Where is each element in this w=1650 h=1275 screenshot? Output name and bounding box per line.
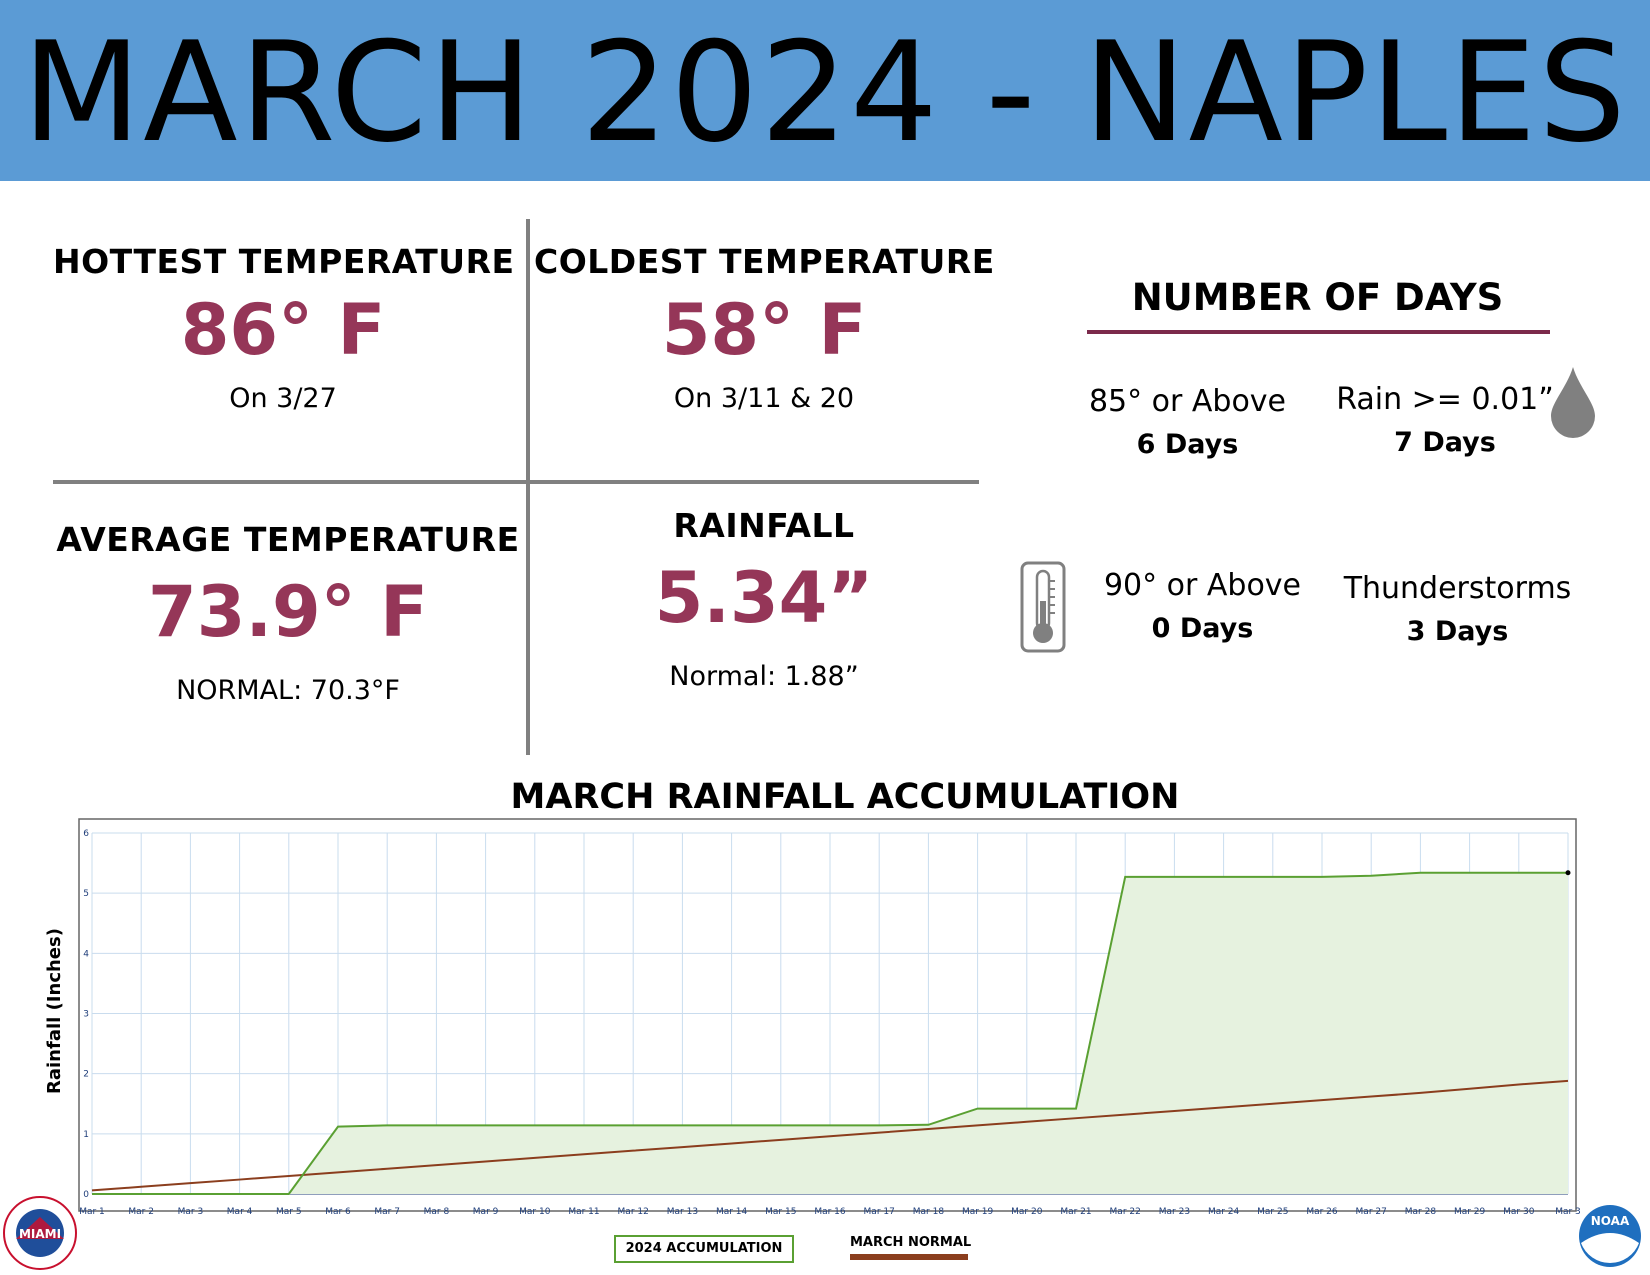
legend-march-normal: MARCH NORMAL bbox=[850, 1234, 972, 1260]
days-rain-value: 7 Days bbox=[1394, 427, 1496, 458]
x-tick-label: Mar 3 bbox=[178, 1207, 204, 1217]
y-tick-label: 6 bbox=[83, 829, 89, 839]
title-banner: MARCH 2024 - NAPLES bbox=[0, 0, 1650, 181]
y-tick-label: 4 bbox=[83, 949, 89, 959]
hottest-block: HOTTEST TEMPERATURE 86° F On 3/27 bbox=[53, 242, 515, 416]
x-tick-label: Mar 26 bbox=[1306, 1207, 1338, 1217]
days-item-85: 85° or Above 6 Days bbox=[1060, 384, 1315, 462]
legend-2024-label: 2024 ACCUMULATION bbox=[625, 1241, 783, 1256]
page-title: MARCH 2024 - NAPLES bbox=[22, 12, 1628, 173]
x-tick-label: Mar 10 bbox=[519, 1207, 551, 1217]
x-tick-label: Mar 30 bbox=[1503, 1207, 1535, 1217]
x-tick-label: Mar 9 bbox=[473, 1207, 499, 1217]
legend-normal-label: MARCH NORMAL bbox=[850, 1235, 972, 1250]
average-value: 73.9° F bbox=[148, 571, 428, 653]
coldest-value: 58° F bbox=[661, 289, 867, 371]
rainfall-label: RAINFALL bbox=[673, 506, 855, 545]
noaa-logo: NOAA bbox=[1579, 1205, 1641, 1267]
accumulation-area bbox=[92, 872, 1568, 1194]
average-label: AVERAGE TEMPERATURE bbox=[56, 520, 520, 559]
coldest-block: COLDEST TEMPERATURE 58° F On 3/11 & 20 bbox=[534, 242, 994, 416]
x-tick-label: Mar 17 bbox=[864, 1207, 895, 1217]
days-title-underline bbox=[1087, 330, 1550, 334]
rainfall-value: 5.34” bbox=[654, 557, 874, 639]
days-90-label: 90° or Above bbox=[1103, 568, 1302, 603]
thermometer-icon bbox=[1020, 561, 1066, 653]
days-title: NUMBER OF DAYS bbox=[1131, 276, 1504, 319]
x-tick-label: Mar 15 bbox=[765, 1207, 796, 1217]
y-tick-label: 1 bbox=[83, 1130, 89, 1140]
x-tick-label: Mar 28 bbox=[1405, 1207, 1437, 1217]
rainfall-block: RAINFALL 5.34” Normal: 1.88” bbox=[534, 506, 994, 694]
accumulation-end-point bbox=[1565, 870, 1571, 876]
days-thunder-value: 3 Days bbox=[1406, 616, 1509, 647]
noaa-logo-text: NOAA bbox=[1591, 1214, 1630, 1228]
accumulation-line bbox=[92, 871, 1568, 1195]
x-tick-label: Mar 7 bbox=[374, 1207, 400, 1217]
days-thunder-label: Thunderstorms bbox=[1343, 571, 1572, 606]
stats-horizontal-divider bbox=[53, 480, 979, 484]
days-90-value: 0 Days bbox=[1151, 613, 1254, 644]
chart-title: MARCH RAINFALL ACCUMULATION bbox=[510, 777, 1180, 817]
x-tick-label: Mar 18 bbox=[913, 1207, 945, 1217]
days-item-90: 90° or Above 0 Days bbox=[1075, 568, 1330, 646]
x-tick-label: Mar 22 bbox=[1110, 1207, 1141, 1217]
x-tick-label: Mar 19 bbox=[962, 1207, 994, 1217]
x-tick-label: Mar 24 bbox=[1208, 1207, 1240, 1217]
hottest-date: On 3/27 bbox=[229, 383, 337, 414]
x-tick-label: Mar 8 bbox=[424, 1207, 450, 1217]
y-tick-label: 3 bbox=[83, 1010, 89, 1020]
coldest-label: COLDEST TEMPERATURE bbox=[534, 242, 995, 281]
x-tick-label: Mar 3 bbox=[1555, 1207, 1581, 1217]
days-85-label: 85° or Above bbox=[1088, 384, 1287, 419]
hottest-value: 86° F bbox=[180, 289, 386, 371]
x-tick-label: Mar 20 bbox=[1011, 1207, 1043, 1217]
x-tick-label: Mar 12 bbox=[618, 1207, 649, 1217]
stats-vertical-divider bbox=[526, 219, 530, 755]
x-tick-label: Mar 23 bbox=[1159, 1207, 1190, 1217]
days-rain-label: Rain >= 0.01” bbox=[1336, 382, 1554, 417]
x-tick-label: Mar 21 bbox=[1060, 1207, 1091, 1217]
hottest-label: HOTTEST TEMPERATURE bbox=[53, 242, 515, 281]
nws-logo: MIAMI bbox=[3, 1196, 77, 1270]
x-tick-label: Mar 11 bbox=[568, 1207, 599, 1217]
y-tick-label: 0 bbox=[83, 1190, 89, 1200]
legend-normal-swatch bbox=[850, 1254, 968, 1260]
x-tick-label: Mar 27 bbox=[1356, 1207, 1387, 1217]
rainfall-normal: Normal: 1.88” bbox=[669, 661, 859, 692]
x-tick-label: Mar 5 bbox=[276, 1207, 302, 1217]
days-item-rain: Rain >= 0.01” 7 Days bbox=[1320, 382, 1570, 460]
y-tick-label: 5 bbox=[83, 889, 89, 899]
average-block: AVERAGE TEMPERATURE 73.9° F NORMAL: 70.3… bbox=[53, 520, 523, 708]
x-tick-label: Mar 13 bbox=[667, 1207, 698, 1217]
y-tick-label: 2 bbox=[83, 1070, 89, 1080]
x-tick-label: Mar 1 bbox=[79, 1207, 105, 1217]
x-tick-label: Mar 2 bbox=[128, 1207, 154, 1217]
x-tick-label: Mar 29 bbox=[1454, 1207, 1486, 1217]
average-normal: NORMAL: 70.3°F bbox=[176, 675, 400, 706]
coldest-date: On 3/11 & 20 bbox=[673, 383, 855, 414]
nws-logo-text: MIAMI bbox=[19, 1227, 61, 1241]
x-tick-label: Mar 25 bbox=[1257, 1207, 1288, 1217]
legend-2024-accumulation: 2024 ACCUMULATION bbox=[614, 1235, 794, 1263]
normal-line bbox=[91, 1079, 1569, 1192]
days-item-thunder: Thunderstorms 3 Days bbox=[1335, 571, 1580, 649]
x-tick-label: Mar 6 bbox=[325, 1207, 351, 1217]
x-tick-label: Mar 14 bbox=[716, 1207, 748, 1217]
x-tick-label: Mar 16 bbox=[814, 1207, 846, 1217]
x-tick-label: Mar 4 bbox=[227, 1207, 253, 1217]
raindrop-icon bbox=[1551, 367, 1595, 438]
days-85-value: 6 Days bbox=[1136, 429, 1239, 460]
